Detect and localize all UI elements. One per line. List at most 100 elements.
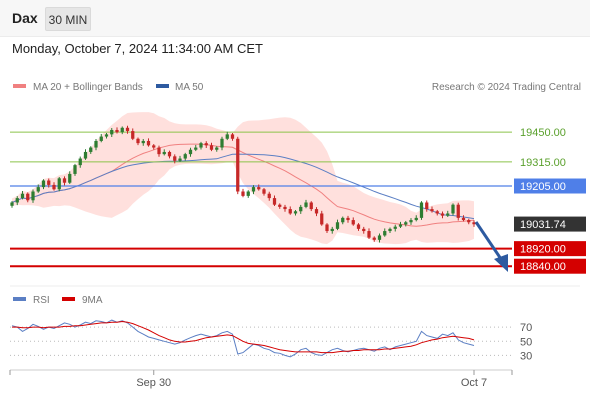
timestamp: Monday, October 7, 2024 11:34:00 AM CET [12, 41, 263, 56]
candle-body [146, 140, 151, 146]
candle-body [83, 151, 88, 159]
candle-body [377, 235, 382, 240]
candle-body [194, 147, 198, 150]
candle-body [288, 209, 292, 214]
candle-body [94, 140, 98, 148]
level-label-bg-4 [514, 241, 586, 257]
candle-body [262, 189, 266, 194]
candle-body [99, 136, 103, 141]
candle-body [325, 224, 329, 232]
rsi-line [11, 319, 475, 358]
candle-body [209, 145, 214, 150]
candle-body [225, 134, 229, 139]
bollinger-band [12, 112, 474, 245]
level-label-1: 19315.00 [520, 157, 566, 169]
candle-body [26, 193, 30, 201]
candle-body [115, 129, 119, 133]
candle-body [419, 202, 424, 218]
candle-body [178, 158, 182, 161]
candle-body [251, 187, 256, 192]
candle-body [215, 147, 219, 150]
candle-body [320, 213, 324, 225]
candle-body [173, 156, 177, 161]
candle-body [341, 217, 345, 223]
candle-body [440, 213, 445, 216]
candle-body [204, 143, 208, 146]
level-label-5: 18840.00 [520, 261, 566, 273]
rsi-legend-label: RSI [33, 295, 50, 306]
candle-body [461, 217, 466, 221]
level-label-3: 19031.74 [520, 219, 566, 231]
candle-body [236, 138, 240, 192]
candle-body [36, 187, 40, 192]
level-label-2: 19205.00 [520, 181, 566, 193]
candle-body [272, 198, 277, 205]
candle-body [68, 173, 72, 183]
candle-body [104, 134, 109, 137]
ma20-legend-label: MA 20 + Bollinger Bands [33, 82, 143, 93]
candle-body [372, 237, 376, 240]
candle-body [393, 226, 397, 229]
candle-body [383, 231, 387, 236]
candle-body [472, 222, 476, 225]
candle-body [183, 154, 187, 159]
candle-body [20, 193, 25, 199]
candle-body [398, 224, 403, 227]
candle-body [388, 228, 392, 232]
ma9-legend-swatch [62, 297, 75, 301]
candle-body [293, 211, 298, 214]
candle-body [351, 220, 355, 225]
candle-body [330, 228, 334, 232]
candle-body [409, 220, 413, 223]
candle-body [314, 209, 319, 214]
rsi-legend: RSI 9MA [13, 295, 103, 306]
candle-body [110, 129, 114, 135]
candle-body [120, 127, 124, 133]
candle-body [78, 158, 82, 166]
candle-body [73, 165, 77, 174]
rsi-9ma-line [12, 320, 475, 354]
candle-body [62, 178, 67, 183]
candle-body [52, 184, 56, 190]
candle-body [31, 191, 35, 201]
instrument-name: Dax [12, 10, 38, 26]
candle-body [404, 222, 408, 225]
candle-body [152, 145, 156, 148]
credit-text: Research © 2024 Trading Central [432, 82, 581, 93]
candle-body [356, 224, 361, 229]
candle-body [125, 127, 130, 132]
candle-body [414, 217, 418, 221]
candle-body [304, 202, 308, 207]
candle-body [41, 180, 46, 188]
ma9-legend-label: 9MA [82, 295, 103, 306]
candle-body [230, 134, 235, 139]
rsi-tick-label-0: 70 [520, 322, 532, 334]
candle-body [141, 140, 145, 144]
candle-body [199, 143, 203, 148]
candle-body [446, 213, 450, 216]
level-label-bg-2 [514, 178, 586, 194]
candle-body [57, 178, 61, 190]
forecast-arrow-head [494, 254, 508, 272]
level-label-bg-5 [514, 258, 586, 274]
candle-body [451, 204, 455, 214]
x-tick-label-0: Sep 30 [136, 377, 171, 389]
candle-body [220, 138, 224, 148]
candle-body [15, 198, 19, 203]
candle-body [435, 211, 439, 214]
candle-body [162, 151, 166, 155]
candle-body [157, 147, 161, 155]
level-label-0: 19450.00 [520, 127, 566, 139]
level-label-bg-3 [514, 216, 586, 232]
candle-body [257, 187, 261, 190]
forecast-arrow-shaft [474, 221, 503, 260]
header-bar: Dax 30 MIN [0, 0, 590, 37]
candle-body [131, 131, 135, 139]
candle-body [241, 191, 245, 196]
timeframe-button[interactable]: 30 MIN [45, 7, 91, 31]
forecast-arrow [474, 221, 508, 272]
candle-body [267, 193, 271, 199]
level-label-4: 18920.00 [520, 244, 566, 256]
legend: MA 20 + Bollinger Bands MA 50 Research ©… [13, 82, 581, 93]
